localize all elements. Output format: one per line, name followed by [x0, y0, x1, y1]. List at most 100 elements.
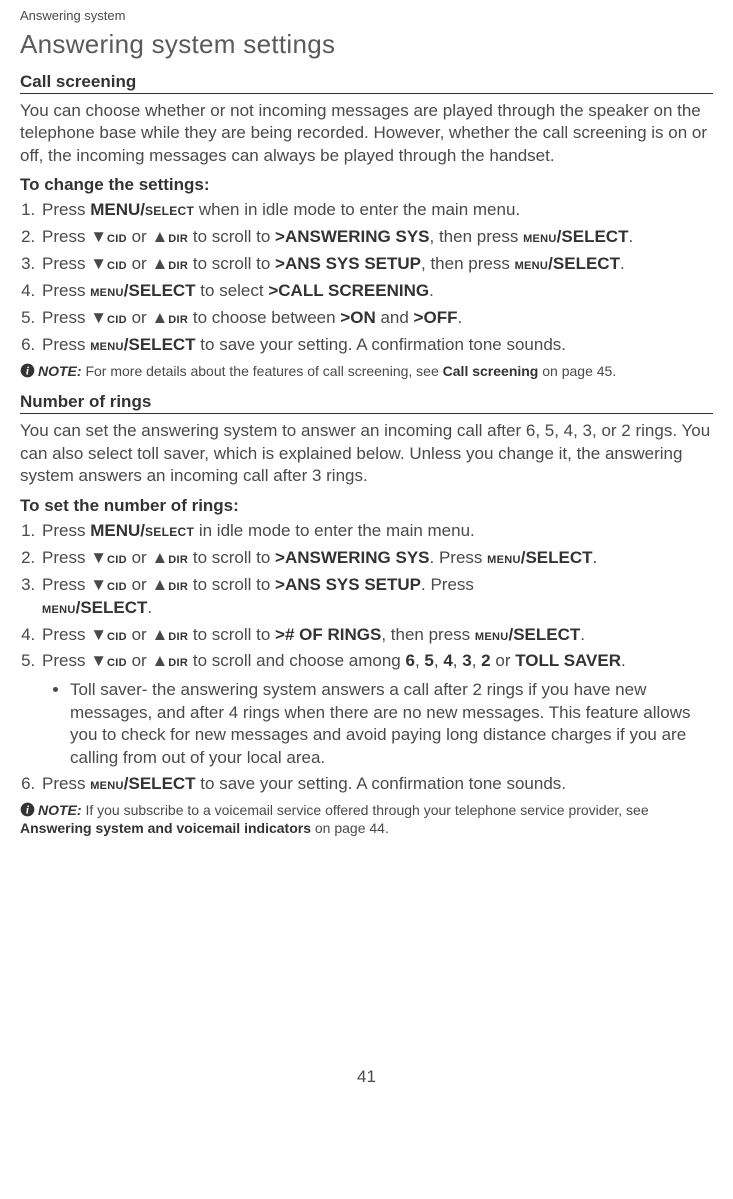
- note-text: If you subscribe to a voicemail service …: [82, 802, 649, 818]
- cid-key: cid: [107, 627, 127, 644]
- step: Press menu/SELECT to save your setting. …: [40, 334, 713, 357]
- up-arrow-icon: ▲: [151, 651, 168, 670]
- text: .: [593, 548, 598, 567]
- text: , then press: [381, 625, 475, 644]
- menu-key: menu: [90, 283, 124, 300]
- text: Press: [42, 575, 90, 594]
- text: or: [127, 308, 152, 327]
- breadcrumb: Answering system: [20, 8, 713, 23]
- info-icon: i: [20, 363, 35, 378]
- option-5: 5: [424, 651, 433, 670]
- menu-key: menu: [90, 337, 124, 354]
- up-arrow-icon: ▲: [151, 548, 168, 567]
- menu-key: menu: [90, 776, 124, 793]
- select-key: SELECT: [561, 227, 628, 246]
- select-key: select: [145, 522, 194, 540]
- down-arrow-icon: ▼: [90, 308, 107, 327]
- text: to select: [196, 281, 269, 300]
- call-screening-intro: You can choose whether or not incoming m…: [20, 100, 713, 167]
- text: to scroll to: [188, 548, 275, 567]
- text: . Press: [430, 548, 488, 567]
- text: .: [429, 281, 434, 300]
- text: when in idle mode to enter the main menu…: [194, 200, 520, 219]
- select-key: /SELECT: [124, 774, 196, 793]
- page-number: 41: [20, 1067, 713, 1087]
- text: Press: [42, 281, 90, 300]
- text: ,: [434, 651, 443, 670]
- text: Press: [42, 521, 90, 540]
- note-text: For more details about the features of c…: [82, 363, 443, 379]
- text: or: [127, 575, 152, 594]
- dir-key: dir: [168, 627, 188, 644]
- text: in idle mode to enter the main menu.: [194, 521, 475, 540]
- cid-key: cid: [107, 256, 127, 273]
- text: . Press: [421, 575, 474, 594]
- cid-key: cid: [107, 229, 127, 246]
- text: to scroll to: [188, 625, 275, 644]
- menu-target: >ANS SYS SETUP: [275, 575, 421, 594]
- menu-key: MENU/: [90, 200, 145, 219]
- cid-key: cid: [107, 550, 127, 567]
- text: to save your setting. A confirmation ton…: [196, 774, 566, 793]
- text: ,: [415, 651, 424, 670]
- text: .: [147, 598, 152, 617]
- cid-key: cid: [107, 310, 127, 327]
- text: to scroll to: [188, 227, 275, 246]
- page-container: Answering system Answering system settin…: [0, 0, 733, 1107]
- number-of-rings-intro: You can set the answering system to answ…: [20, 420, 713, 487]
- select-key: SELECT: [553, 254, 620, 273]
- up-arrow-icon: ▲: [151, 254, 168, 273]
- step: Press ▼cid or ▲dir to choose between >ON…: [40, 307, 713, 330]
- option-3: 3: [462, 651, 471, 670]
- menu-key: menu: [42, 600, 76, 617]
- text: Press: [42, 227, 90, 246]
- text: .: [580, 625, 585, 644]
- text: to scroll to: [188, 575, 275, 594]
- cid-key: cid: [107, 653, 127, 670]
- down-arrow-icon: ▼: [90, 625, 107, 644]
- menu-target: >ANSWERING SYS: [275, 227, 429, 246]
- text: Press: [42, 625, 90, 644]
- section-call-screening-heading: Call screening: [20, 72, 713, 94]
- text: Press: [42, 200, 90, 219]
- text: or: [127, 625, 152, 644]
- text: or: [127, 548, 152, 567]
- text: ,: [453, 651, 462, 670]
- dir-key: dir: [168, 577, 188, 594]
- text: Press: [42, 774, 90, 793]
- option-4: 4: [443, 651, 452, 670]
- up-arrow-icon: ▲: [151, 575, 168, 594]
- down-arrow-icon: ▼: [90, 651, 107, 670]
- text: .: [620, 254, 625, 273]
- up-arrow-icon: ▲: [151, 625, 168, 644]
- option-2: 2: [481, 651, 490, 670]
- text: Press: [42, 651, 90, 670]
- change-settings-steps: Press MENU/select when in idle mode to e…: [20, 199, 713, 357]
- down-arrow-icon: ▼: [90, 575, 107, 594]
- toll-saver-bullet: Toll saver- the answering system answers…: [70, 679, 713, 769]
- text: .: [628, 227, 633, 246]
- cid-key: cid: [107, 577, 127, 594]
- dir-key: dir: [168, 550, 188, 567]
- menu-target: >ANSWERING SYS: [275, 548, 429, 567]
- menu-key: MENU/: [90, 521, 145, 540]
- option-toll-saver: TOLL SAVER: [515, 651, 621, 670]
- menu-key: menu: [475, 627, 509, 644]
- text: and: [376, 308, 414, 327]
- dir-key: dir: [168, 653, 188, 670]
- step: Press menu/SELECT to select >CALL SCREEN…: [40, 280, 713, 303]
- step: Press ▼cid or ▲dir to scroll to ># OF RI…: [40, 624, 713, 647]
- text: , then press: [430, 227, 524, 246]
- option-6: 6: [405, 651, 414, 670]
- step: Press ▼cid or ▲dir to scroll to >ANS SYS…: [40, 253, 713, 276]
- dir-key: dir: [168, 310, 188, 327]
- text: Press: [42, 308, 90, 327]
- toll-saver-note-list: Toll saver- the answering system answers…: [42, 679, 713, 769]
- select-key: /SELECT: [76, 598, 148, 617]
- note-ref: Answering system and voicemail indicator…: [20, 820, 311, 836]
- note-voicemail: iNOTE: If you subscribe to a voicemail s…: [20, 802, 713, 837]
- note-ref: Call screening: [443, 363, 539, 379]
- menu-target: >CALL SCREENING: [268, 281, 429, 300]
- dir-key: dir: [168, 256, 188, 273]
- menu-key: menu: [515, 256, 549, 273]
